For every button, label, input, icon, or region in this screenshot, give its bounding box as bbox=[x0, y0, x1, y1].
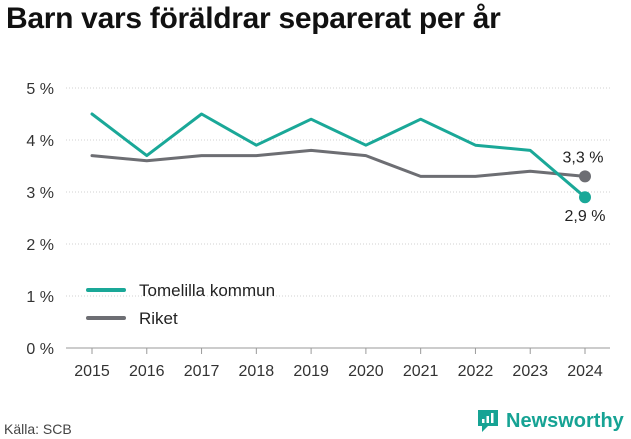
end-value-label: 3,3 % bbox=[563, 149, 604, 166]
chart-title: Barn vars föräldrar separerat per år bbox=[6, 2, 501, 35]
x-tick-label: 2019 bbox=[293, 363, 329, 380]
end-value-labels: 2,9 % 3,3 % bbox=[563, 149, 606, 225]
y-tick-label: 4 % bbox=[26, 133, 54, 150]
x-tick-label: 2022 bbox=[458, 363, 494, 380]
y-tick-label: 3 % bbox=[26, 185, 54, 202]
x-tick-label: 2020 bbox=[348, 363, 384, 380]
source-note: Källa: SCB bbox=[4, 421, 72, 437]
x-tick-label: 2017 bbox=[184, 363, 220, 380]
y-tick-label: 1 % bbox=[26, 289, 54, 306]
x-tick-label: 2016 bbox=[129, 363, 165, 380]
newsworthy-logo-icon bbox=[478, 410, 498, 432]
y-tick-label: 2 % bbox=[26, 237, 54, 254]
y-axis-ticks: 0 % 1 % 2 % 3 % 4 % 5 % bbox=[26, 81, 54, 358]
brand-name: Newsworthy bbox=[506, 409, 624, 432]
series-line bbox=[90, 148, 587, 178]
x-tick-label: 2021 bbox=[403, 363, 439, 380]
end-point-marker bbox=[579, 170, 591, 183]
x-tick-label: 2015 bbox=[74, 363, 110, 380]
y-tick-label: 5 % bbox=[26, 81, 54, 98]
x-tick-label: 2024 bbox=[567, 363, 603, 380]
end-value-label: 2,9 % bbox=[565, 208, 606, 225]
legend-label: Riket bbox=[139, 309, 178, 328]
series-line bbox=[90, 112, 587, 199]
brand-logo: Newsworthy bbox=[476, 408, 624, 434]
x-tick-label: 2023 bbox=[512, 363, 548, 380]
series-lines bbox=[90, 112, 591, 204]
legend-label: Tomelilla kommun bbox=[139, 281, 275, 300]
line-chart: 0 %1 %2 %3 %4 %5 % 2015 2016 2017 2018 2019 2… bbox=[26, 81, 610, 380]
x-tick-label: 2018 bbox=[239, 363, 275, 380]
grid-lines bbox=[66, 87, 610, 349]
end-point-marker bbox=[579, 191, 591, 204]
legend: Tomelilla kommun Riket bbox=[86, 281, 275, 328]
x-axis-ticks: 2015 2016 2017 2018 2019 2020 2021 2022 2023 2024 bbox=[74, 348, 603, 380]
y-tick-label: 0 % bbox=[26, 341, 54, 358]
